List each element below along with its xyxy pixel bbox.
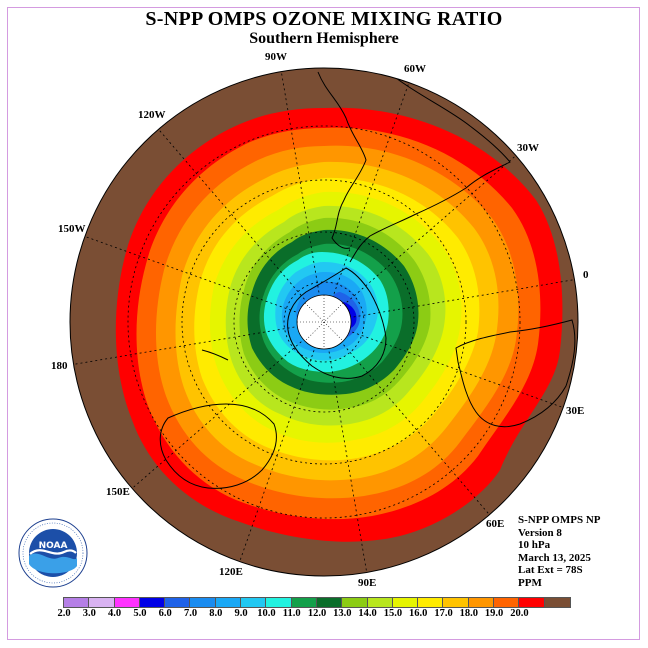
colorbar-segment bbox=[215, 598, 242, 607]
colorbar-segment bbox=[89, 598, 115, 607]
colorbar-tick-label: 8.0 bbox=[209, 608, 223, 619]
colorbar-segment bbox=[190, 598, 216, 607]
image-frame bbox=[7, 7, 640, 640]
colorbar-tick-label: 12.0 bbox=[307, 608, 327, 619]
lon-label-90e: 90E bbox=[358, 577, 377, 589]
coast-australia bbox=[159, 403, 277, 489]
lon-label-90w: 90W bbox=[265, 51, 287, 63]
lon-label-60w: 60W bbox=[404, 63, 426, 75]
lon-label-180: 180 bbox=[51, 360, 68, 372]
lon-label-60e: 60E bbox=[486, 518, 505, 530]
coast-antarctica bbox=[287, 267, 387, 379]
lon-label-120w: 120W bbox=[138, 109, 166, 121]
colorbar-tick-label: 13.0 bbox=[333, 608, 352, 619]
colorbar-segment bbox=[114, 598, 140, 607]
lon-label-30w: 30W bbox=[517, 142, 539, 154]
colorbar-tick-label: 20.0 bbox=[510, 608, 529, 619]
colorbar-tick-label: 16.0 bbox=[409, 608, 428, 619]
lon-label-120e: 120E bbox=[219, 566, 243, 578]
colorbar bbox=[63, 597, 571, 608]
colorbar-segment bbox=[494, 598, 520, 607]
colorbar-segment bbox=[392, 598, 419, 607]
info-unit: PPM bbox=[518, 576, 542, 589]
coast-islands-east bbox=[555, 469, 573, 511]
colorbar-segment bbox=[519, 598, 545, 607]
colorbar-segment bbox=[544, 598, 570, 607]
colorbar-segment bbox=[316, 598, 343, 607]
lon-label-150w: 150W bbox=[58, 223, 86, 235]
colorbar-tick-label: 5.0 bbox=[133, 608, 147, 619]
colorbar-tick-label: 10.0 bbox=[257, 608, 276, 619]
colorbar-segment bbox=[64, 598, 90, 607]
info-version: Version 8 bbox=[518, 526, 562, 539]
colorbar-segment bbox=[291, 598, 317, 607]
lon-label-150e: 150E bbox=[106, 486, 130, 498]
colorbar-segment bbox=[266, 598, 292, 607]
coast-africa bbox=[455, 319, 576, 428]
noaa-logo: NOAA bbox=[18, 518, 88, 588]
info-lat-ext: Lat Ext = 78S bbox=[518, 564, 583, 577]
lon-label-0: 0 bbox=[583, 269, 589, 281]
colorbar-tick-label: 9.0 bbox=[234, 608, 248, 619]
colorbar-segment bbox=[367, 598, 393, 607]
map-subtitle: Southern Hemisphere bbox=[249, 30, 399, 47]
colorbar-tick-label: 2.0 bbox=[57, 608, 71, 619]
colorbar-segment bbox=[241, 598, 267, 607]
info-block: S-NPP OMPS NP Version 8 10 hPa March 13,… bbox=[518, 514, 601, 590]
colorbar-segment bbox=[418, 598, 444, 607]
noaa-logo-text: NOAA bbox=[39, 541, 68, 551]
lon-label-30e: 30E bbox=[566, 405, 585, 417]
colorbar-segment bbox=[443, 598, 469, 607]
colorbar-tick-label: 18.0 bbox=[459, 608, 478, 619]
colorbar-segment bbox=[139, 598, 166, 607]
info-instrument: S-NPP OMPS NP bbox=[518, 514, 601, 526]
info-date: March 13, 2025 bbox=[518, 551, 591, 564]
coast-south-america bbox=[317, 71, 367, 249]
globe-outline bbox=[69, 67, 579, 577]
colorbar-tick-label: 15.0 bbox=[383, 608, 403, 619]
colorbar-tick-label: 11.0 bbox=[282, 608, 301, 619]
info-level: 10 hPa bbox=[518, 539, 551, 552]
map-title: S-NPP OMPS OZONE MIXING RATIO bbox=[145, 8, 503, 30]
coast-south-america-east bbox=[349, 77, 511, 263]
colorbar-tick-label: 4.0 bbox=[108, 608, 122, 619]
colorbar-segment bbox=[165, 598, 191, 607]
colorbar-tick-label: 3.0 bbox=[82, 608, 96, 619]
colorbar-segment bbox=[342, 598, 368, 607]
colorbar-tick-label: 17.0 bbox=[434, 608, 453, 619]
coast-new-zealand bbox=[201, 349, 229, 361]
colorbar-tick-label: 6.0 bbox=[158, 608, 172, 619]
colorbar-tick-label: 14.0 bbox=[358, 608, 377, 619]
colorbar-segment bbox=[468, 598, 495, 607]
colorbar-tick-label: 7.0 bbox=[183, 608, 198, 619]
colorbar-tick-label: 19.0 bbox=[484, 608, 504, 619]
